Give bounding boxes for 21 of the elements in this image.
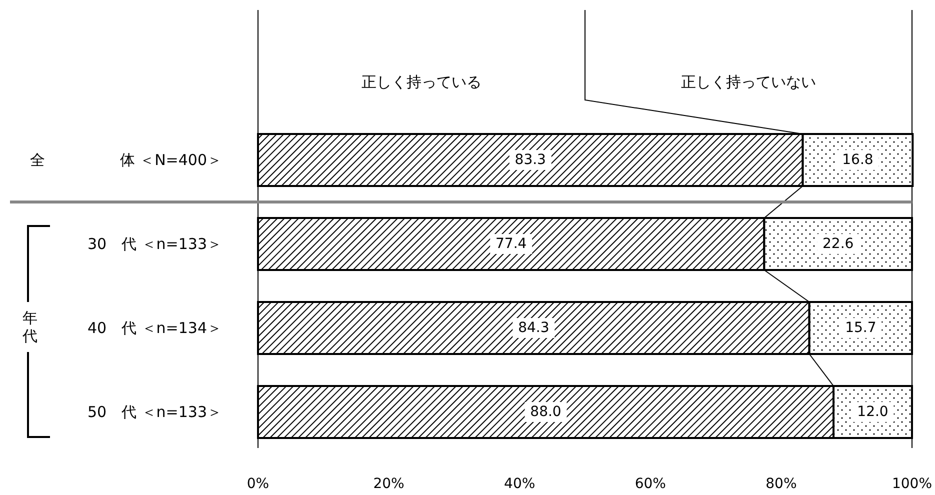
x-tick-label: 60% — [634, 476, 666, 492]
x-tick-label: 40% — [504, 476, 536, 492]
data-label: 12.0 — [857, 404, 888, 420]
data-label: 77.4 — [496, 236, 527, 252]
x-tick-label: 100% — [892, 476, 932, 492]
data-label: 88.0 — [530, 404, 562, 420]
text: 正しく持っていない — [681, 73, 816, 91]
data-label: 83.3 — [514, 152, 546, 168]
x-tick-label: 80% — [766, 476, 797, 492]
y-tick-label: 40 代 ＜n=134＞ — [87, 319, 222, 337]
data-label: 84.3 — [518, 320, 550, 336]
y-tick-label: 50 代 ＜n=133＞ — [87, 403, 222, 421]
y-tick-label: 全 体 ＜N=400＞ — [30, 151, 222, 169]
data-label: 22.6 — [822, 236, 854, 252]
data-label: 16.8 — [842, 152, 874, 168]
text: 年代 — [22, 309, 38, 345]
x-tick-label: 20% — [373, 476, 404, 492]
text: 正しく持っている — [362, 73, 482, 91]
data-label: 15.7 — [845, 320, 876, 336]
y-tick-label: 30 代 ＜n=133＞ — [87, 235, 222, 253]
x-tick-label: 0% — [246, 476, 270, 492]
